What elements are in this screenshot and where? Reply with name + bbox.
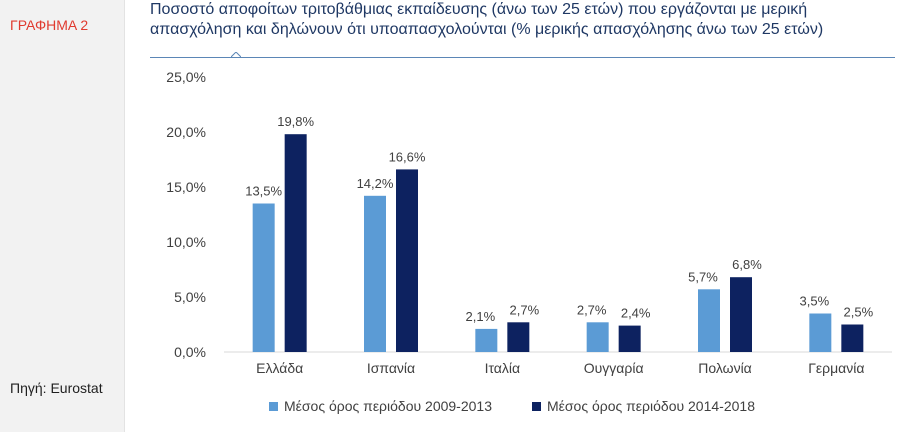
bar-series-2 (618, 325, 641, 352)
bar-series-1 (475, 328, 498, 352)
bar-series-2 (284, 134, 307, 352)
y-tick-label: 5,0% (174, 289, 206, 305)
legend: Μέσος όρος περιόδου 2009-2013 Μέσος όρος… (0, 398, 900, 414)
source-note: Πηγή: Eurostat (10, 380, 103, 396)
data-label-series-1: 13,5% (245, 184, 282, 199)
bar-series-1 (809, 313, 832, 352)
bar-series-1 (586, 322, 609, 352)
bar-series-2 (396, 169, 418, 352)
data-label-series-1: 14,2% (357, 176, 394, 191)
y-tick-label: 15,0% (166, 179, 206, 195)
data-label-series-1: 5,7% (688, 269, 718, 284)
bar-series-2 (507, 322, 530, 352)
y-tick-label: 25,0% (166, 69, 206, 85)
data-label-series-1: 2,7% (577, 302, 607, 317)
data-label-series-2: 16,6% (389, 149, 426, 164)
y-tick-label: 20,0% (166, 124, 206, 140)
bar-chart: 0,0% 5,0% 10,0% 15,0% 20,0% 25,0% Ελλάδα 13,5% 1… (166, 69, 892, 376)
x-tick-label: Γερμανία (808, 360, 864, 376)
data-label-series-2: 2,7% (510, 302, 540, 317)
x-tick-label: Πολωνία (698, 360, 752, 376)
bar-series-1 (698, 289, 720, 352)
bar-series-1 (364, 195, 386, 352)
x-tick-label: Ελλάδα (256, 360, 303, 376)
data-label-series-1: 3,5% (800, 294, 830, 309)
title-divider (150, 57, 895, 58)
legend-label-series-2: Μέσος όρος περιόδου 2014-2018 (547, 398, 755, 414)
x-tick-label: Ισπανία (367, 360, 415, 376)
legend-label-series-1: Μέσος όρος περιόδου 2009-2013 (284, 398, 492, 414)
x-tick-label: Ιταλία (485, 360, 521, 376)
title-notch-icon (231, 52, 241, 58)
y-tick-label: 0,0% (174, 344, 206, 360)
y-tick-label: 10,0% (166, 234, 206, 250)
chart-title: Ποσοστό αποφοίτων τριτοβάθμιας εκπαίδευσ… (150, 1, 824, 38)
legend-swatch-series-1 (269, 401, 279, 411)
sidebar: ΓΡΑΦΗΜΑ 2 Πηγή: Eurostat (0, 0, 125, 432)
data-label-series-2: 19,8% (277, 114, 314, 129)
legend-swatch-series-2 (532, 401, 541, 411)
data-label-series-2: 2,5% (844, 305, 874, 320)
bar-series-1 (252, 203, 275, 352)
legend-item-series-1: Μέσος όρος περιόδου 2009-2013 (269, 398, 492, 414)
bar-series-2 (730, 277, 752, 352)
legend-item-series-2: Μέσος όρος περιόδου 2014-2018 (532, 398, 755, 414)
x-tick-label: Ουγγαρία (584, 360, 644, 376)
figure-label: ΓΡΑΦΗΜΑ 2 (10, 17, 89, 33)
data-label-series-2: 2,4% (621, 306, 651, 321)
data-label-series-2: 6,8% (732, 257, 762, 272)
data-label-series-1: 2,1% (466, 309, 496, 324)
bar-series-2 (841, 324, 864, 352)
